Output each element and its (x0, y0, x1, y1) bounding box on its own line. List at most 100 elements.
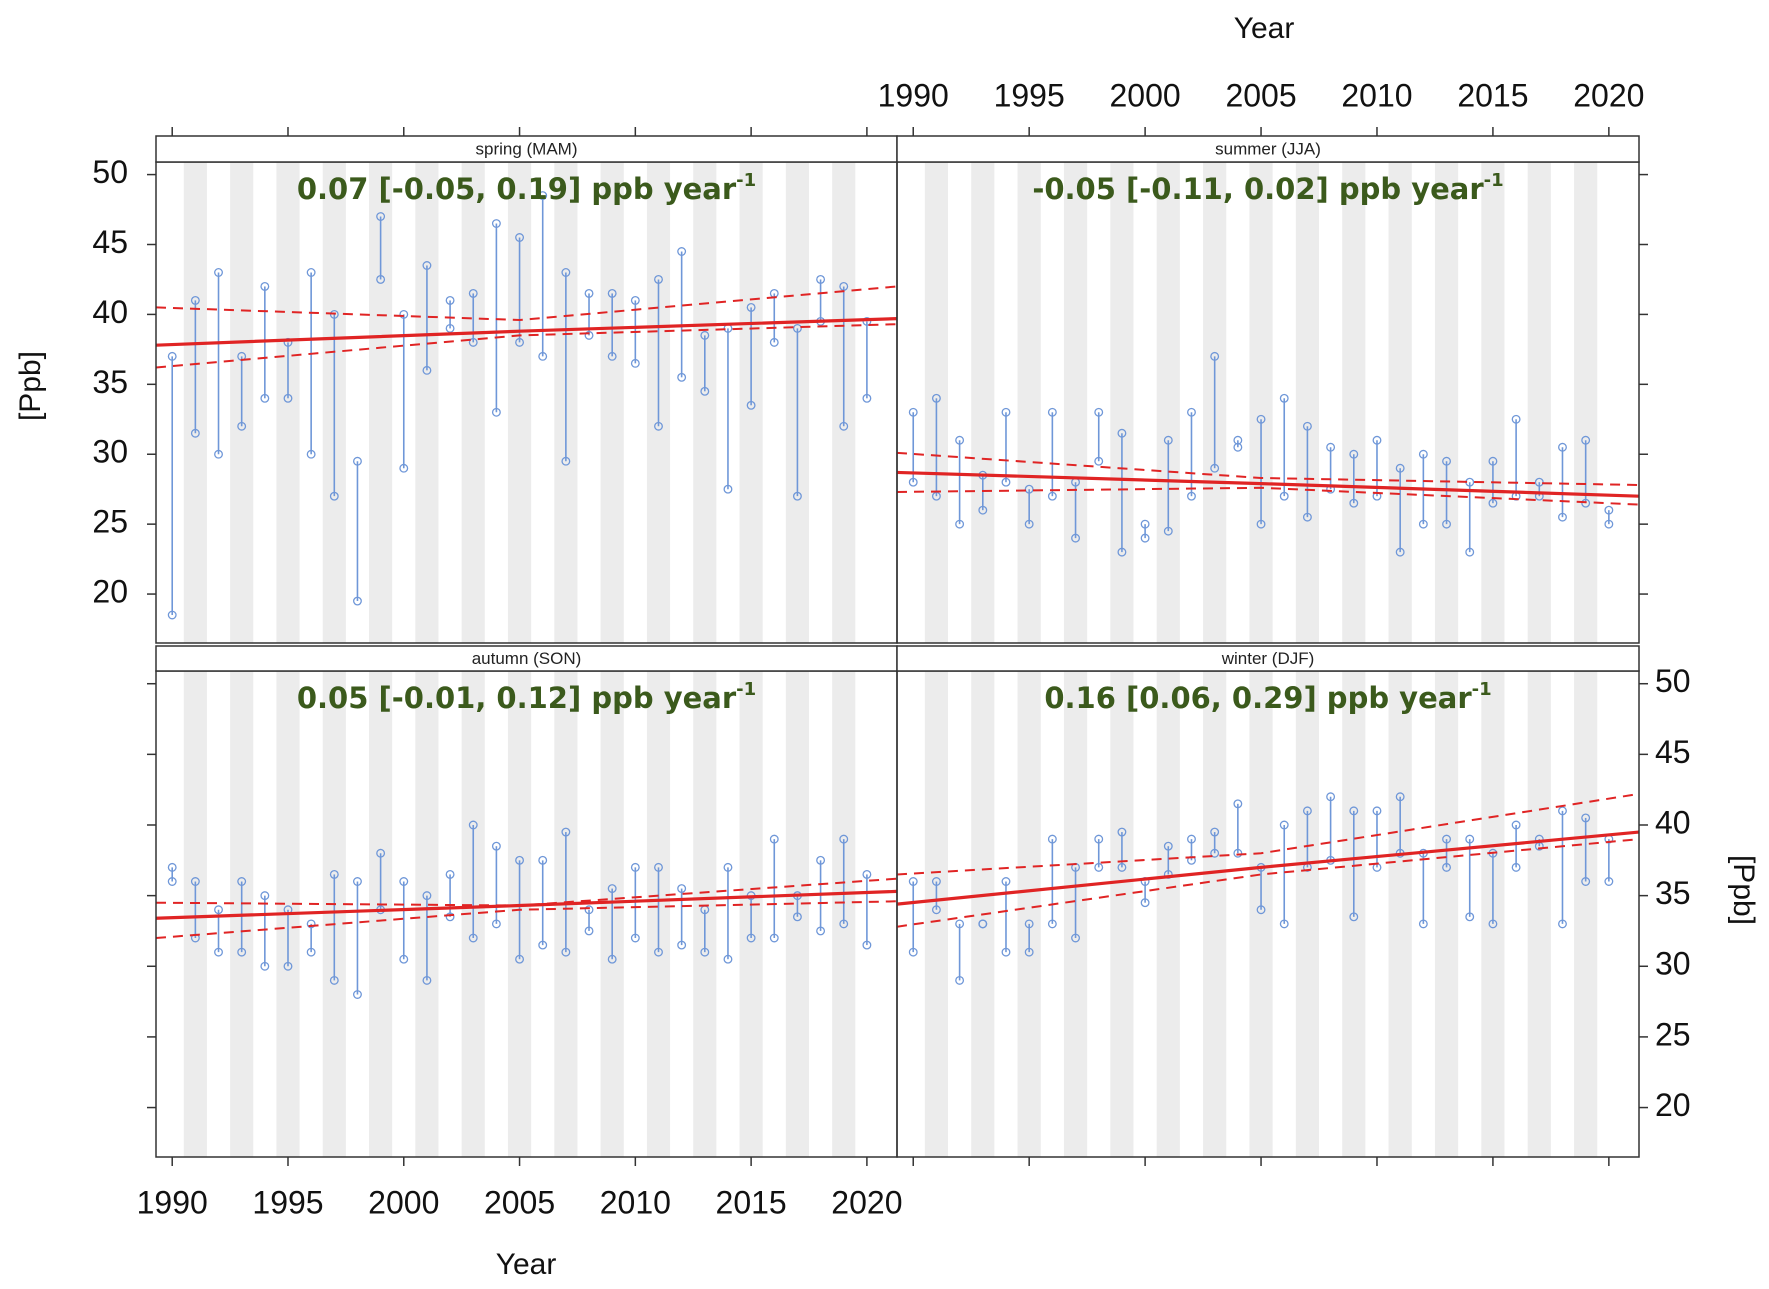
point (1279, 919, 1289, 929)
point (260, 393, 270, 403)
point (1302, 806, 1312, 816)
point (792, 912, 802, 922)
point (468, 288, 478, 298)
point (1117, 827, 1127, 837)
panel-plot (897, 671, 1639, 1157)
point (700, 386, 710, 396)
x-tick-label: 2000 (1110, 77, 1181, 113)
ci-line (156, 900, 897, 940)
point (607, 954, 617, 964)
point (1604, 505, 1614, 515)
point (908, 947, 918, 957)
point (1604, 877, 1614, 886)
point (1024, 484, 1034, 494)
point (1395, 547, 1405, 557)
point (1210, 848, 1220, 858)
x-tick-label: 2000 (368, 1184, 439, 1220)
x-axis-title: Year (496, 1248, 557, 1281)
panel-plot (156, 162, 897, 643)
point (329, 975, 339, 985)
point (1094, 862, 1104, 872)
point (1163, 841, 1173, 851)
point (538, 940, 548, 950)
point (584, 288, 594, 298)
point (1442, 456, 1451, 466)
point (190, 428, 200, 438)
point (1001, 407, 1011, 417)
point (792, 491, 802, 501)
point (1488, 919, 1498, 929)
annotation: 0.16 [0.06, 0.29] ppb year-1 (1044, 679, 1491, 715)
strip (155, 135, 898, 163)
point (1094, 456, 1104, 466)
point (167, 862, 177, 872)
point (399, 463, 409, 473)
strip (896, 135, 1640, 163)
point (561, 947, 571, 957)
annotation-text: 0.07 [-0.05, 0.19] ppb year (297, 172, 737, 206)
y-tick-label: 30 (1655, 946, 1691, 982)
point (399, 309, 409, 319)
point (816, 926, 826, 936)
point (376, 275, 386, 284)
x-tick-label: 2005 (1225, 77, 1296, 113)
annotation-superscript: -1 (736, 170, 756, 191)
year-band (1017, 162, 1041, 643)
point (214, 449, 223, 459)
point (654, 275, 663, 284)
point (1395, 463, 1405, 473)
point (491, 841, 501, 851)
annotation-text: 0.16 [0.06, 0.29] ppb year (1044, 681, 1472, 715)
point (445, 295, 455, 305)
point (376, 848, 386, 858)
x-tick-label: 2015 (1457, 77, 1528, 113)
point (839, 421, 849, 431)
point (1047, 407, 1057, 417)
point (214, 947, 223, 957)
point (1558, 442, 1567, 452)
point (816, 275, 826, 284)
point (769, 337, 779, 347)
point (1256, 905, 1266, 915)
year-band (1388, 162, 1412, 643)
point (1488, 456, 1498, 466)
point (353, 877, 362, 886)
point (1511, 820, 1521, 830)
point (1024, 947, 1034, 957)
year-band (1110, 162, 1134, 643)
point (931, 905, 941, 915)
point (1071, 533, 1080, 543)
y-tick-label: 45 (1655, 734, 1691, 770)
point (931, 877, 941, 886)
trend-line (897, 830, 1639, 906)
point (353, 456, 362, 466)
ci-line (897, 792, 1639, 876)
point (1558, 919, 1567, 929)
point (515, 337, 525, 347)
point (1534, 477, 1544, 487)
point (607, 351, 617, 361)
y-tick-label: 30 (92, 434, 128, 470)
point (1488, 498, 1498, 508)
x-tick-label: 1990 (878, 77, 949, 113)
year-band (1249, 162, 1273, 643)
point (1163, 526, 1173, 536)
point (306, 449, 316, 459)
y-tick-label: 25 (1655, 1016, 1691, 1052)
y-tick-label: 35 (1655, 875, 1691, 911)
x-tick-label: 2010 (1341, 77, 1412, 113)
point (167, 351, 177, 361)
point (908, 407, 918, 417)
point (1256, 414, 1266, 424)
point (1047, 834, 1057, 844)
point (515, 954, 525, 964)
point (214, 268, 223, 277)
point (1210, 351, 1220, 361)
y-axis-title: [Ppb] (1727, 855, 1760, 925)
point (214, 905, 223, 915)
year-band (1342, 162, 1366, 643)
year-band (1156, 162, 1180, 643)
point (931, 393, 941, 403)
point (237, 947, 247, 957)
